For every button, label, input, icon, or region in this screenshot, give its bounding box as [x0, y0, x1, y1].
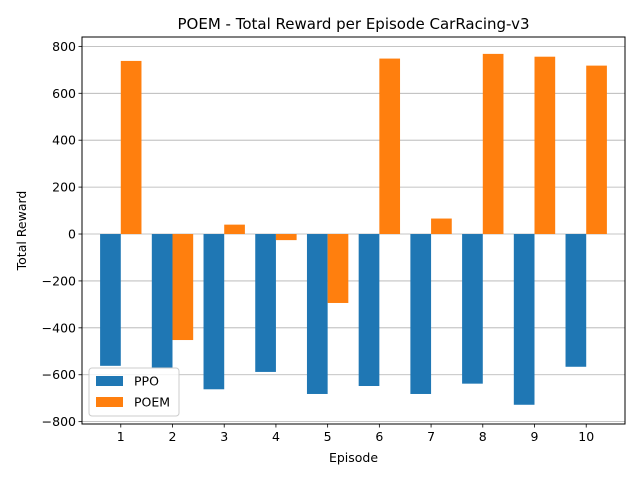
- legend: PPO POEM: [88, 367, 180, 417]
- x-axis: 1 2 3 4 5 6 7 8 9 10: [117, 424, 594, 444]
- x-tick-label: 5: [324, 429, 332, 444]
- x-tick-label: 6: [375, 429, 383, 444]
- bar-ppo-episode-3: [203, 234, 225, 390]
- y-tick-label: 200: [52, 180, 76, 195]
- bar-ppo-episode-8: [462, 234, 483, 384]
- bar-ppo-episode-1: [100, 234, 121, 366]
- legend-swatch-ppo: [96, 376, 123, 386]
- bar-ppo-episode-6: [358, 234, 380, 387]
- bar-ppo-episode-10: [565, 234, 587, 367]
- bar-poem-episode-8: [482, 53, 504, 235]
- bar-poem-episode-1: [120, 60, 142, 235]
- bar-poem-episode-10: [586, 65, 607, 235]
- bar-poem-episode-9: [534, 56, 556, 235]
- bar-ppo-episode-5: [306, 234, 328, 394]
- x-tick-label: 8: [479, 429, 487, 444]
- bar-poem-episode-2: [172, 234, 194, 341]
- bar-ppo-episode-9: [513, 234, 535, 405]
- x-tick-label: 10: [578, 429, 594, 444]
- x-axis-label: Episode: [329, 450, 378, 465]
- x-tick-label: 9: [531, 429, 539, 444]
- y-tick-label: 0: [68, 227, 76, 242]
- x-tick-label: 4: [272, 429, 280, 444]
- bar-poem-episode-4: [275, 234, 297, 241]
- legend-label-ppo: PPO: [134, 374, 159, 389]
- y-tick-label: −400: [42, 320, 76, 335]
- bar-ppo-episode-4: [255, 234, 276, 372]
- bar-poem-episode-3: [224, 224, 245, 235]
- y-tick-label: −200: [42, 273, 76, 288]
- y-axis: −800 −600 −400 −200 0 200 400 600 800: [42, 39, 82, 429]
- x-tick-label: 7: [427, 429, 435, 444]
- bar-poem-episode-7: [431, 218, 452, 235]
- bars: [100, 53, 607, 405]
- y-axis-label: Total Reward: [14, 191, 29, 272]
- x-tick-label: 1: [117, 429, 125, 444]
- plot-frame: [81, 36, 626, 425]
- y-tick-label: 400: [52, 133, 76, 148]
- y-tick-label: −600: [42, 367, 76, 382]
- y-tick-label: 600: [52, 86, 76, 101]
- legend-swatch-poem: [96, 397, 123, 407]
- legend-label-poem: POEM: [134, 395, 170, 410]
- bar-poem-episode-6: [379, 58, 401, 235]
- y-tick-label: −800: [42, 414, 76, 429]
- chart-title: POEM - Total Reward per Episode CarRacin…: [177, 15, 529, 33]
- x-tick-label: 2: [169, 429, 177, 444]
- bar-ppo-episode-7: [410, 234, 432, 394]
- x-tick-label: 3: [220, 429, 228, 444]
- bar-ppo-episode-2: [151, 234, 173, 369]
- bar-poem-episode-5: [327, 234, 349, 303]
- y-tick-label: 800: [52, 39, 76, 54]
